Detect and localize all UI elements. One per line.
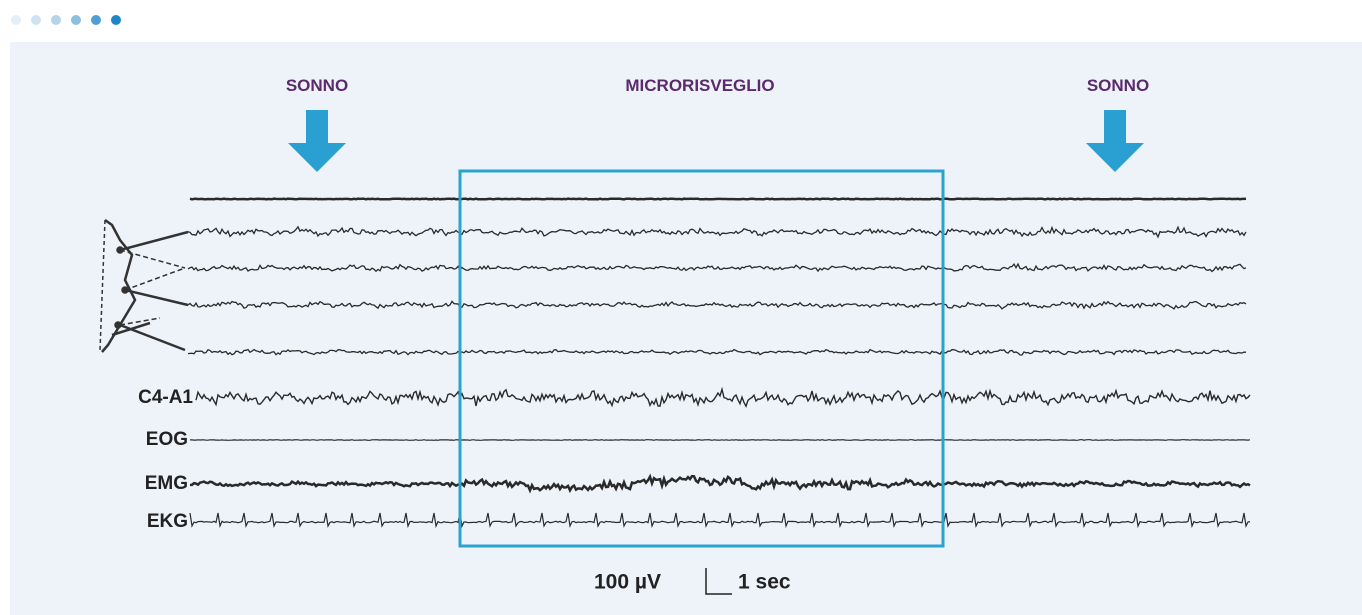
scale-time: 1 sec [738, 571, 791, 594]
dot [71, 15, 81, 25]
progress-dots [11, 15, 121, 25]
scale-bracket [705, 568, 732, 595]
trace [190, 473, 1251, 494]
trace [189, 512, 1251, 529]
phase-label: MICRORISVEGLIO [625, 76, 774, 95]
channel-label: EMG [145, 473, 188, 494]
trace [187, 300, 1247, 310]
trace [195, 386, 1251, 408]
arrow [288, 110, 346, 172]
dot [11, 15, 21, 25]
phase-label: SONNO [286, 76, 348, 95]
scale-amplitude: 100 µV [594, 571, 661, 594]
trace [187, 225, 1247, 239]
trace [189, 197, 1247, 201]
panel [10, 42, 1362, 615]
dot [111, 15, 121, 25]
trace [190, 439, 1251, 441]
channel-label: EOG [146, 429, 188, 450]
trace [187, 348, 1246, 356]
dot [91, 15, 101, 25]
dot [31, 15, 41, 25]
highlight-box [458, 169, 945, 548]
electrode-diagram [99, 218, 189, 353]
channel-label: C4-A1 [138, 387, 193, 408]
eeg-traces [187, 197, 1251, 529]
trace [187, 262, 1247, 273]
phase-label: SONNO [1087, 76, 1149, 95]
arrow [1086, 110, 1144, 172]
channel-label: EKG [147, 511, 188, 532]
dot [51, 15, 61, 25]
